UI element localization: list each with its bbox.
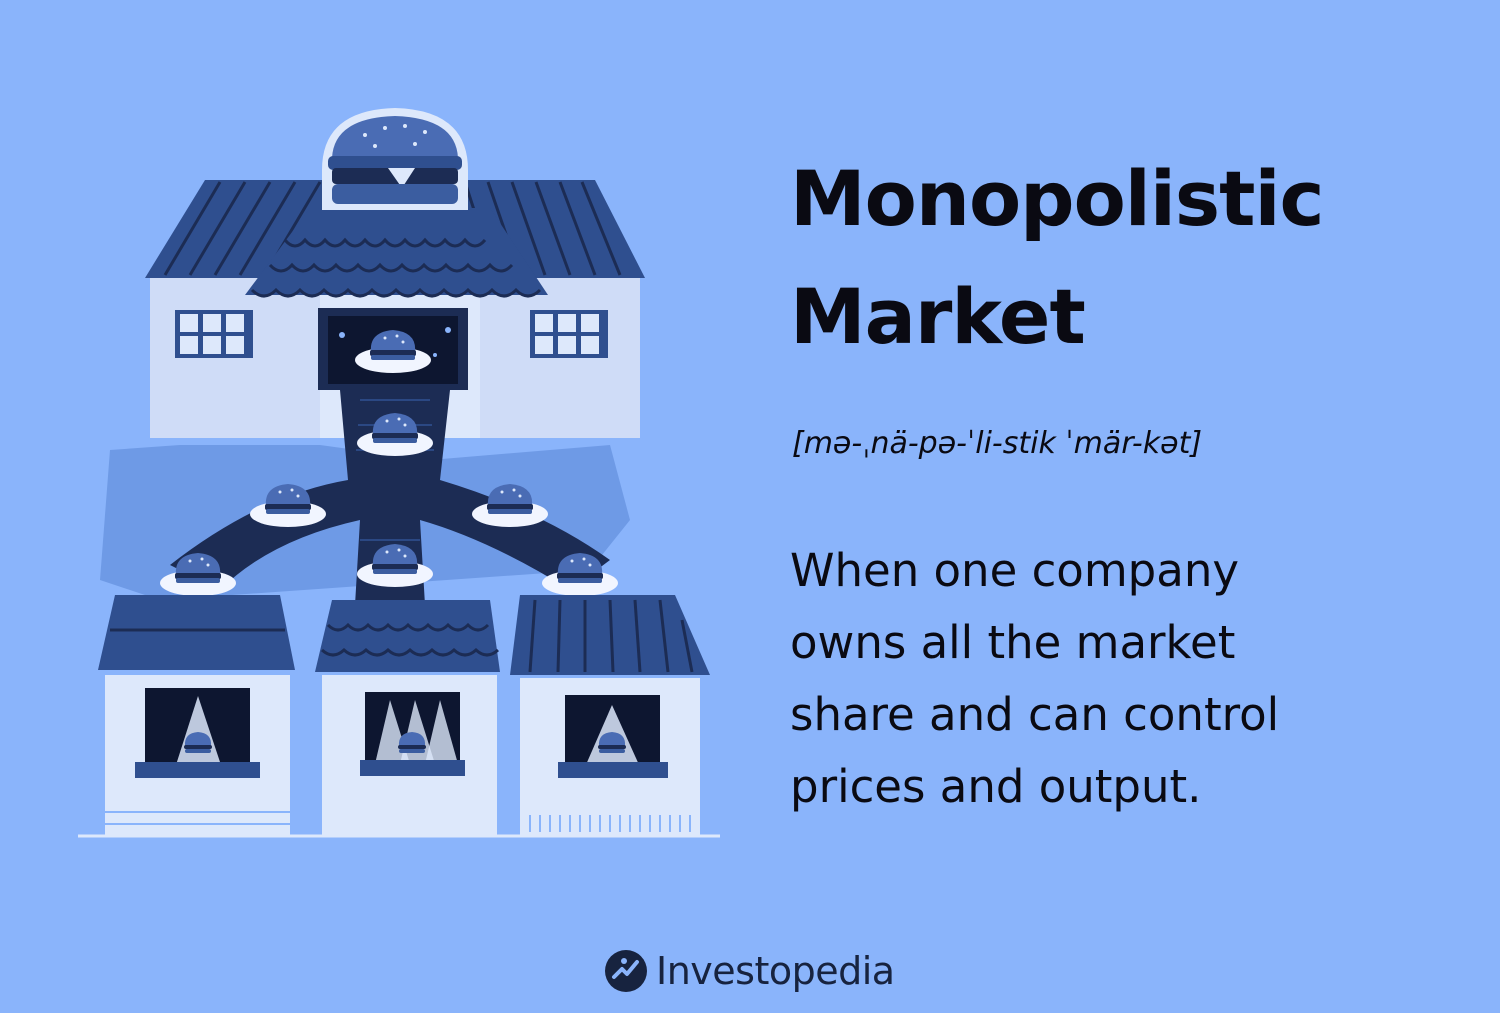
definition: When one company owns all the market sha…: [790, 535, 1480, 823]
definition-line: share and can control: [790, 688, 1280, 741]
title-line: Monopolistic: [790, 154, 1325, 243]
definition-line: prices and output.: [790, 760, 1202, 813]
pronunciation: [mə-ˌnä-pə-ˈli-stik ˈmär-kət]: [792, 426, 1203, 461]
investopedia-logo-icon: [605, 950, 647, 992]
brand-name: Investopedia: [656, 949, 895, 993]
title-line: Market: [790, 272, 1086, 361]
definition-line: owns all the market: [790, 616, 1236, 669]
definition-line: When one company: [790, 544, 1239, 597]
monopoly-illustration: [78, 108, 720, 838]
page-title: Monopolistic Market: [790, 140, 1470, 376]
brand-logo: Investopedia: [604, 945, 895, 997]
